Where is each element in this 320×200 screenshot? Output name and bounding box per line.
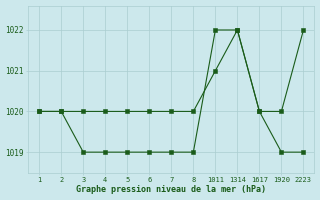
X-axis label: Graphe pression niveau de la mer (hPa): Graphe pression niveau de la mer (hPa) [76,185,266,194]
